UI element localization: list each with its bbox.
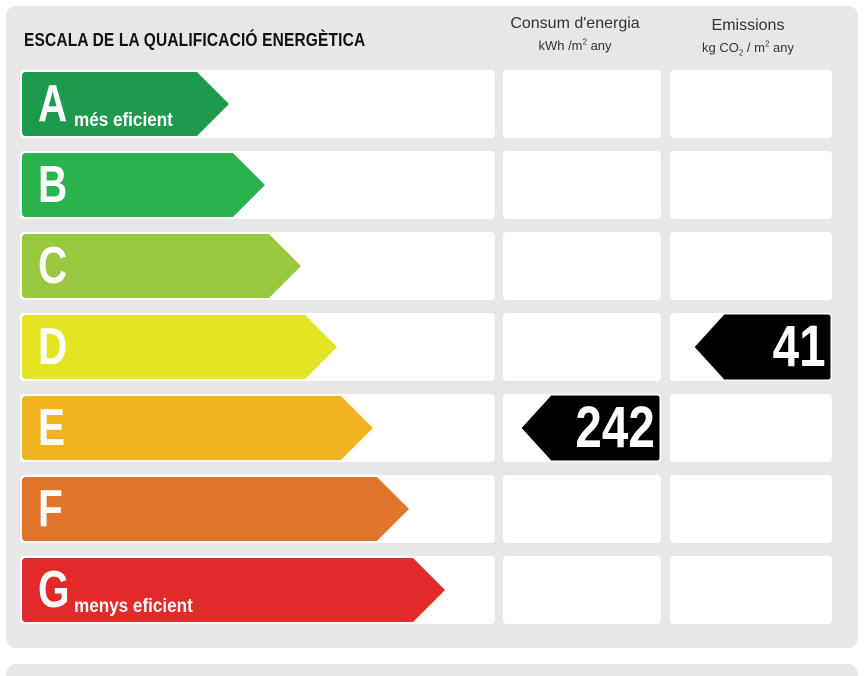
class-letter: E: [38, 399, 66, 457]
emissions-cell-f: [670, 475, 832, 543]
class-arrow-f: F: [22, 477, 409, 541]
consum-unit: kWh /m2 any: [538, 37, 612, 53]
consum-label: Consum d'energia: [510, 15, 640, 32]
emissions-cell-c: [670, 232, 832, 300]
emissions-cell-e: [670, 394, 832, 462]
column-header-emissions: Emissions kg CO2 / m2 any: [668, 16, 828, 57]
class-letter: A: [38, 75, 68, 133]
arrow-shape: [22, 558, 445, 622]
arrow-shape: [22, 477, 409, 541]
emissions-cell-b: [670, 151, 832, 219]
consum-cell-f: [503, 475, 661, 543]
consum-rating-badge: 242: [521, 394, 661, 462]
arrow-shape: [22, 315, 337, 379]
class-letter: G: [38, 561, 70, 619]
consum-cell-b: [503, 151, 661, 219]
class-arrow-b: B: [22, 153, 265, 217]
class-note: més eficient: [74, 110, 173, 131]
class-arrow-c: C: [22, 234, 301, 298]
emissions-rating-value: 41: [773, 314, 826, 379]
badge-shape: [521, 394, 661, 462]
consum-cell-d: [503, 313, 661, 381]
class-letter: F: [38, 480, 63, 538]
arrow-shape: [22, 72, 229, 136]
class-letter: B: [38, 156, 68, 214]
class-letter: D: [38, 318, 68, 376]
footer-strip: [6, 664, 858, 676]
class-letter: C: [38, 237, 68, 295]
badge-shape: [694, 313, 832, 381]
emissions-unit: kg CO2 / m2 any: [702, 39, 794, 58]
scale-title: ESCALA DE LA QUALIFICACIÓ ENERGÈTICA: [24, 30, 366, 50]
emissions-label: Emissions: [711, 17, 785, 34]
consum-cell-g: [503, 556, 661, 624]
emissions-cell-g: [670, 556, 832, 624]
class-arrow-d: D: [22, 315, 337, 379]
consum-rating-value: 242: [575, 395, 655, 460]
emissions-rating-badge: 41: [694, 313, 832, 381]
column-header-consum: Consum d'energia kWh /m2 any: [500, 14, 650, 55]
arrow-shape: [22, 153, 265, 217]
arrow-shape: [22, 234, 301, 298]
consum-cell-a: [503, 70, 661, 138]
arrow-shape: [22, 396, 373, 460]
consum-cell-c: [503, 232, 661, 300]
emissions-cell-a: [670, 70, 832, 138]
class-note: menys eficient: [74, 596, 193, 617]
class-arrow-e: E: [22, 396, 373, 460]
